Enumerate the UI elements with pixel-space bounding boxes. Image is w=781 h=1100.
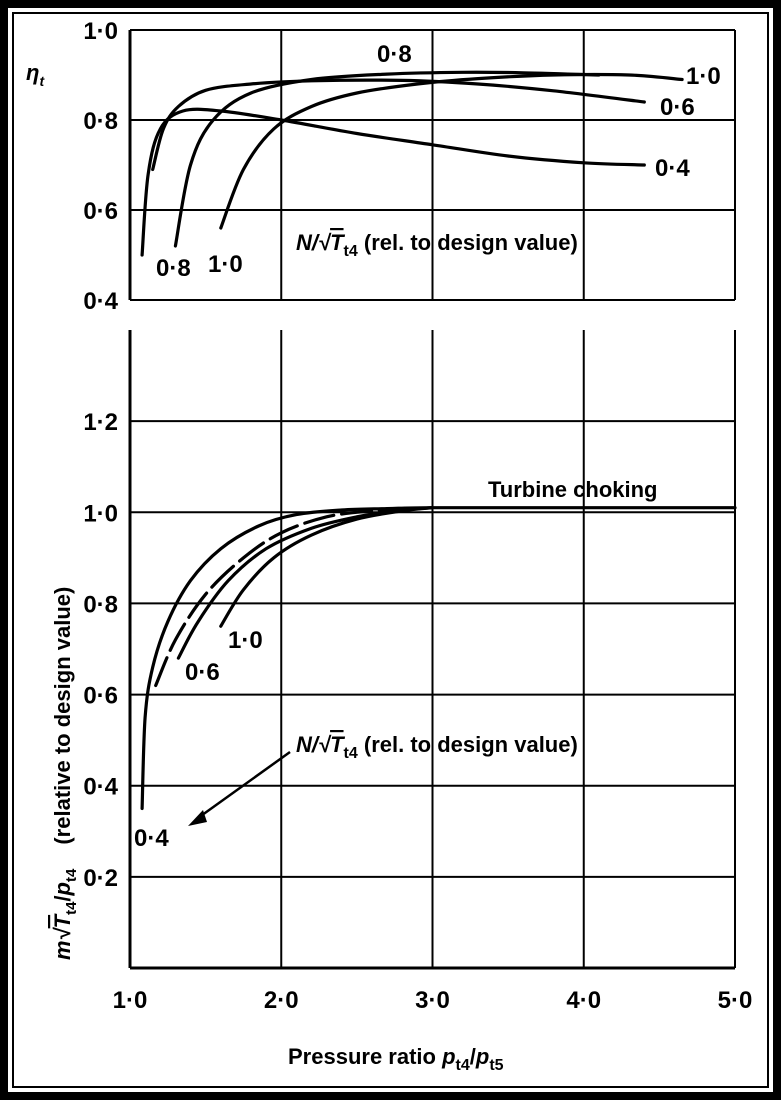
top-y-tick-label: 1·0 [83,18,118,45]
x-tick-label: 1·0 [113,987,148,1014]
bottom-series-label-0.6: 0·6 [185,659,220,686]
mass-flow-curve-0·4 [140,506,737,811]
bottom-family-label: N/√Tt4 (rel. to design value) [296,732,578,762]
top-series-label-0.8-lower: 0·8 [156,255,191,282]
top-series-label-0.6-right: 0·6 [660,94,695,121]
efficiency-curve-0·4 [140,107,646,257]
bottom-y-tick-label: 1·0 [83,500,118,527]
top-series-label-1.0-right: 1·0 [686,63,721,90]
x-tick-label: 2·0 [264,987,299,1014]
top-y-tick-label: 0·4 [83,288,118,315]
top-series-label-0.4-right: 0·4 [655,155,690,182]
bottom-y-tick-label: 0·4 [83,774,118,801]
x-tick-label: 5·0 [718,987,753,1014]
bottom-y-tick-label: 1·2 [83,409,118,436]
efficiency-curve-0·6 [151,78,646,172]
bottom-series-label-0.4: 0·4 [134,825,169,852]
x-tick-label: 4·0 [566,987,601,1014]
bottom-y-tick-label: 0·8 [83,591,118,618]
top-series-label-1.0-lower: 1·0 [208,251,243,278]
x-axis-label: Pressure ratio pt4/pt5 [288,1044,504,1074]
annotation-arrow-head [188,810,207,826]
top-series-label-0.8-upper: 0·8 [377,41,412,68]
turbine-choking-annotation: Turbine choking [488,477,657,502]
bottom-y-tick-label: 0·2 [83,865,118,892]
top-y-tick-label: 0·6 [83,198,118,225]
efficiency-curve-1·0 [219,72,684,230]
efficiency-curve-0·8 [173,70,601,248]
top-family-label: N/√Tt4 (rel. to design value) [296,230,578,260]
annotation-arrow-line [197,750,291,820]
bottom-series-label-1.0: 1·0 [228,627,263,654]
top-y-axis-label: ηt [26,60,45,89]
bottom-y-tick-label: 0·6 [83,683,118,710]
bottom-y-axis-label: m√Tt4/pt4(relative to design value) [50,587,80,960]
top-y-tick-label: 0·8 [83,108,118,135]
mass-flow-curve-1·0 [219,506,435,628]
x-tick-label: 3·0 [415,987,450,1014]
